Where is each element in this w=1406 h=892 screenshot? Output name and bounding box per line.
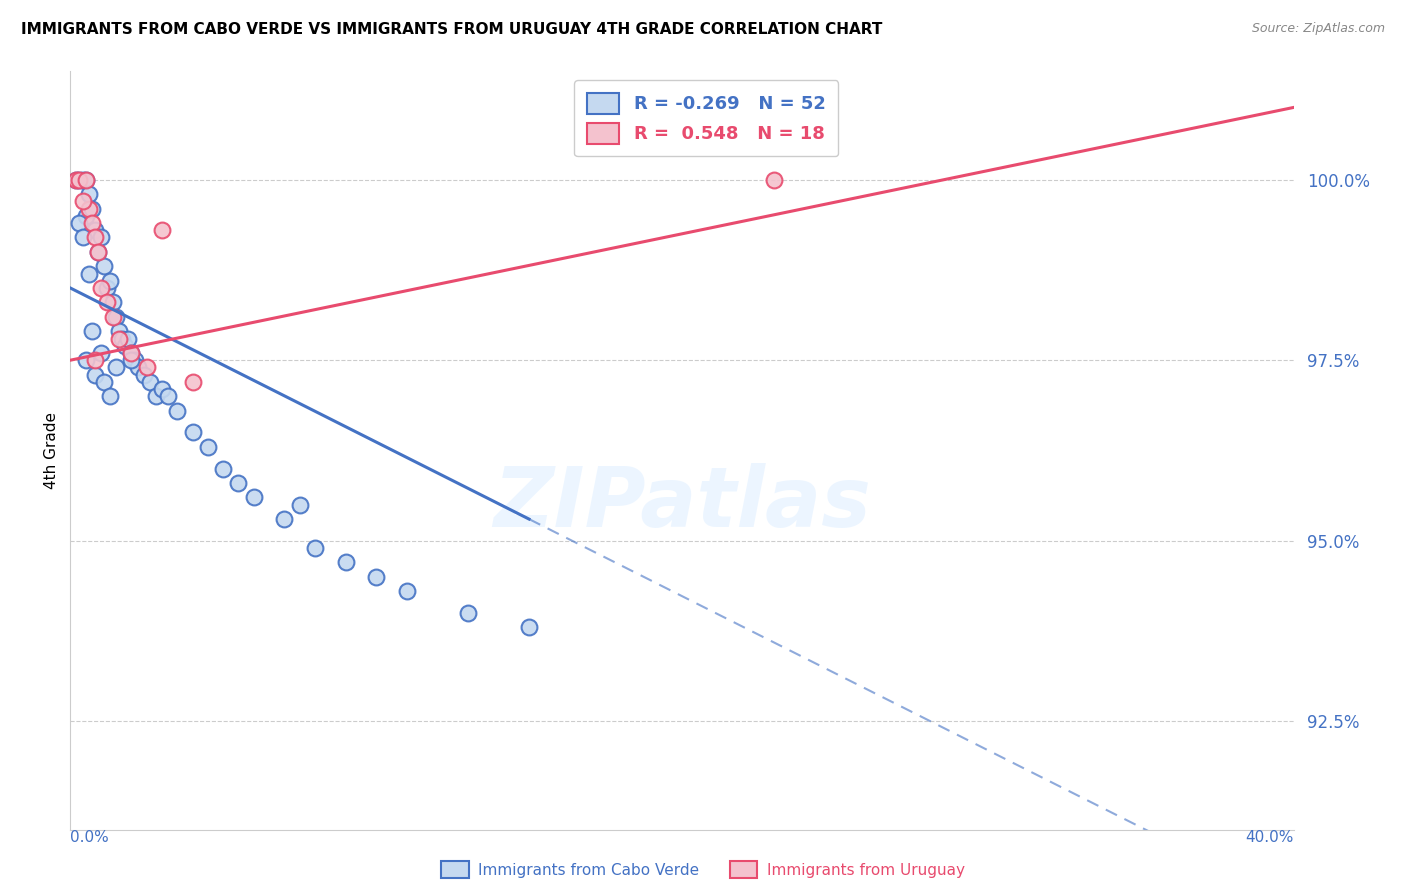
Point xyxy=(80,202,103,216)
Point xyxy=(96,281,118,295)
Legend: R = -0.269   N = 52, R =  0.548   N = 18: R = -0.269 N = 52, R = 0.548 N = 18 xyxy=(574,80,838,156)
Point xyxy=(121,346,143,360)
Point xyxy=(127,360,149,375)
Point xyxy=(75,172,97,186)
Point xyxy=(98,389,121,403)
Point xyxy=(288,498,311,512)
Point xyxy=(83,368,105,382)
Point xyxy=(80,324,103,338)
Point xyxy=(72,230,94,244)
Point xyxy=(124,353,146,368)
Point xyxy=(517,620,540,634)
Point xyxy=(762,172,785,186)
Point xyxy=(335,555,357,569)
Point xyxy=(90,281,112,295)
Point xyxy=(117,332,139,346)
Point xyxy=(181,375,204,389)
Point xyxy=(366,570,388,584)
Point xyxy=(145,389,167,403)
Point xyxy=(65,172,87,186)
Point xyxy=(139,375,162,389)
Point xyxy=(75,172,97,186)
Point xyxy=(77,202,100,216)
Point xyxy=(111,332,134,346)
Text: 0.0%: 0.0% xyxy=(70,830,110,845)
Point xyxy=(77,187,100,202)
Y-axis label: 4th Grade: 4th Grade xyxy=(44,412,59,489)
Point xyxy=(98,274,121,288)
Point xyxy=(157,389,180,403)
Point xyxy=(108,332,131,346)
Point xyxy=(80,216,103,230)
Point xyxy=(181,425,204,440)
Point xyxy=(114,339,136,353)
Point xyxy=(87,244,110,259)
Point xyxy=(132,368,155,382)
Point xyxy=(69,172,91,186)
Point xyxy=(90,346,112,360)
Point xyxy=(69,172,91,186)
Point xyxy=(105,310,128,324)
Point xyxy=(77,267,100,281)
Point xyxy=(101,295,124,310)
Point xyxy=(90,230,112,244)
Point xyxy=(105,360,128,375)
Point xyxy=(212,461,235,475)
Point xyxy=(83,353,105,368)
Point xyxy=(108,324,131,338)
Point xyxy=(72,172,94,186)
Legend: Immigrants from Cabo Verde, Immigrants from Uruguay: Immigrants from Cabo Verde, Immigrants f… xyxy=(436,855,970,884)
Point xyxy=(69,216,91,230)
Point xyxy=(65,172,87,186)
Point xyxy=(395,584,418,599)
Point xyxy=(93,375,115,389)
Point xyxy=(83,223,105,237)
Text: ZIPatlas: ZIPatlas xyxy=(494,463,870,544)
Point xyxy=(75,209,97,223)
Point xyxy=(121,346,143,360)
Point xyxy=(87,244,110,259)
Point xyxy=(83,230,105,244)
Point xyxy=(101,310,124,324)
Point xyxy=(228,475,250,490)
Point xyxy=(457,606,479,620)
Text: 40.0%: 40.0% xyxy=(1246,830,1294,845)
Point xyxy=(150,223,173,237)
Text: IMMIGRANTS FROM CABO VERDE VS IMMIGRANTS FROM URUGUAY 4TH GRADE CORRELATION CHAR: IMMIGRANTS FROM CABO VERDE VS IMMIGRANTS… xyxy=(21,22,883,37)
Point xyxy=(75,353,97,368)
Point xyxy=(96,295,118,310)
Point xyxy=(304,541,326,555)
Point xyxy=(93,260,115,274)
Point xyxy=(72,194,94,209)
Text: Source: ZipAtlas.com: Source: ZipAtlas.com xyxy=(1251,22,1385,36)
Point xyxy=(166,403,188,417)
Point xyxy=(273,512,295,526)
Point xyxy=(197,440,219,454)
Point xyxy=(150,382,173,396)
Point xyxy=(121,353,143,368)
Point xyxy=(243,491,266,505)
Point xyxy=(135,360,157,375)
